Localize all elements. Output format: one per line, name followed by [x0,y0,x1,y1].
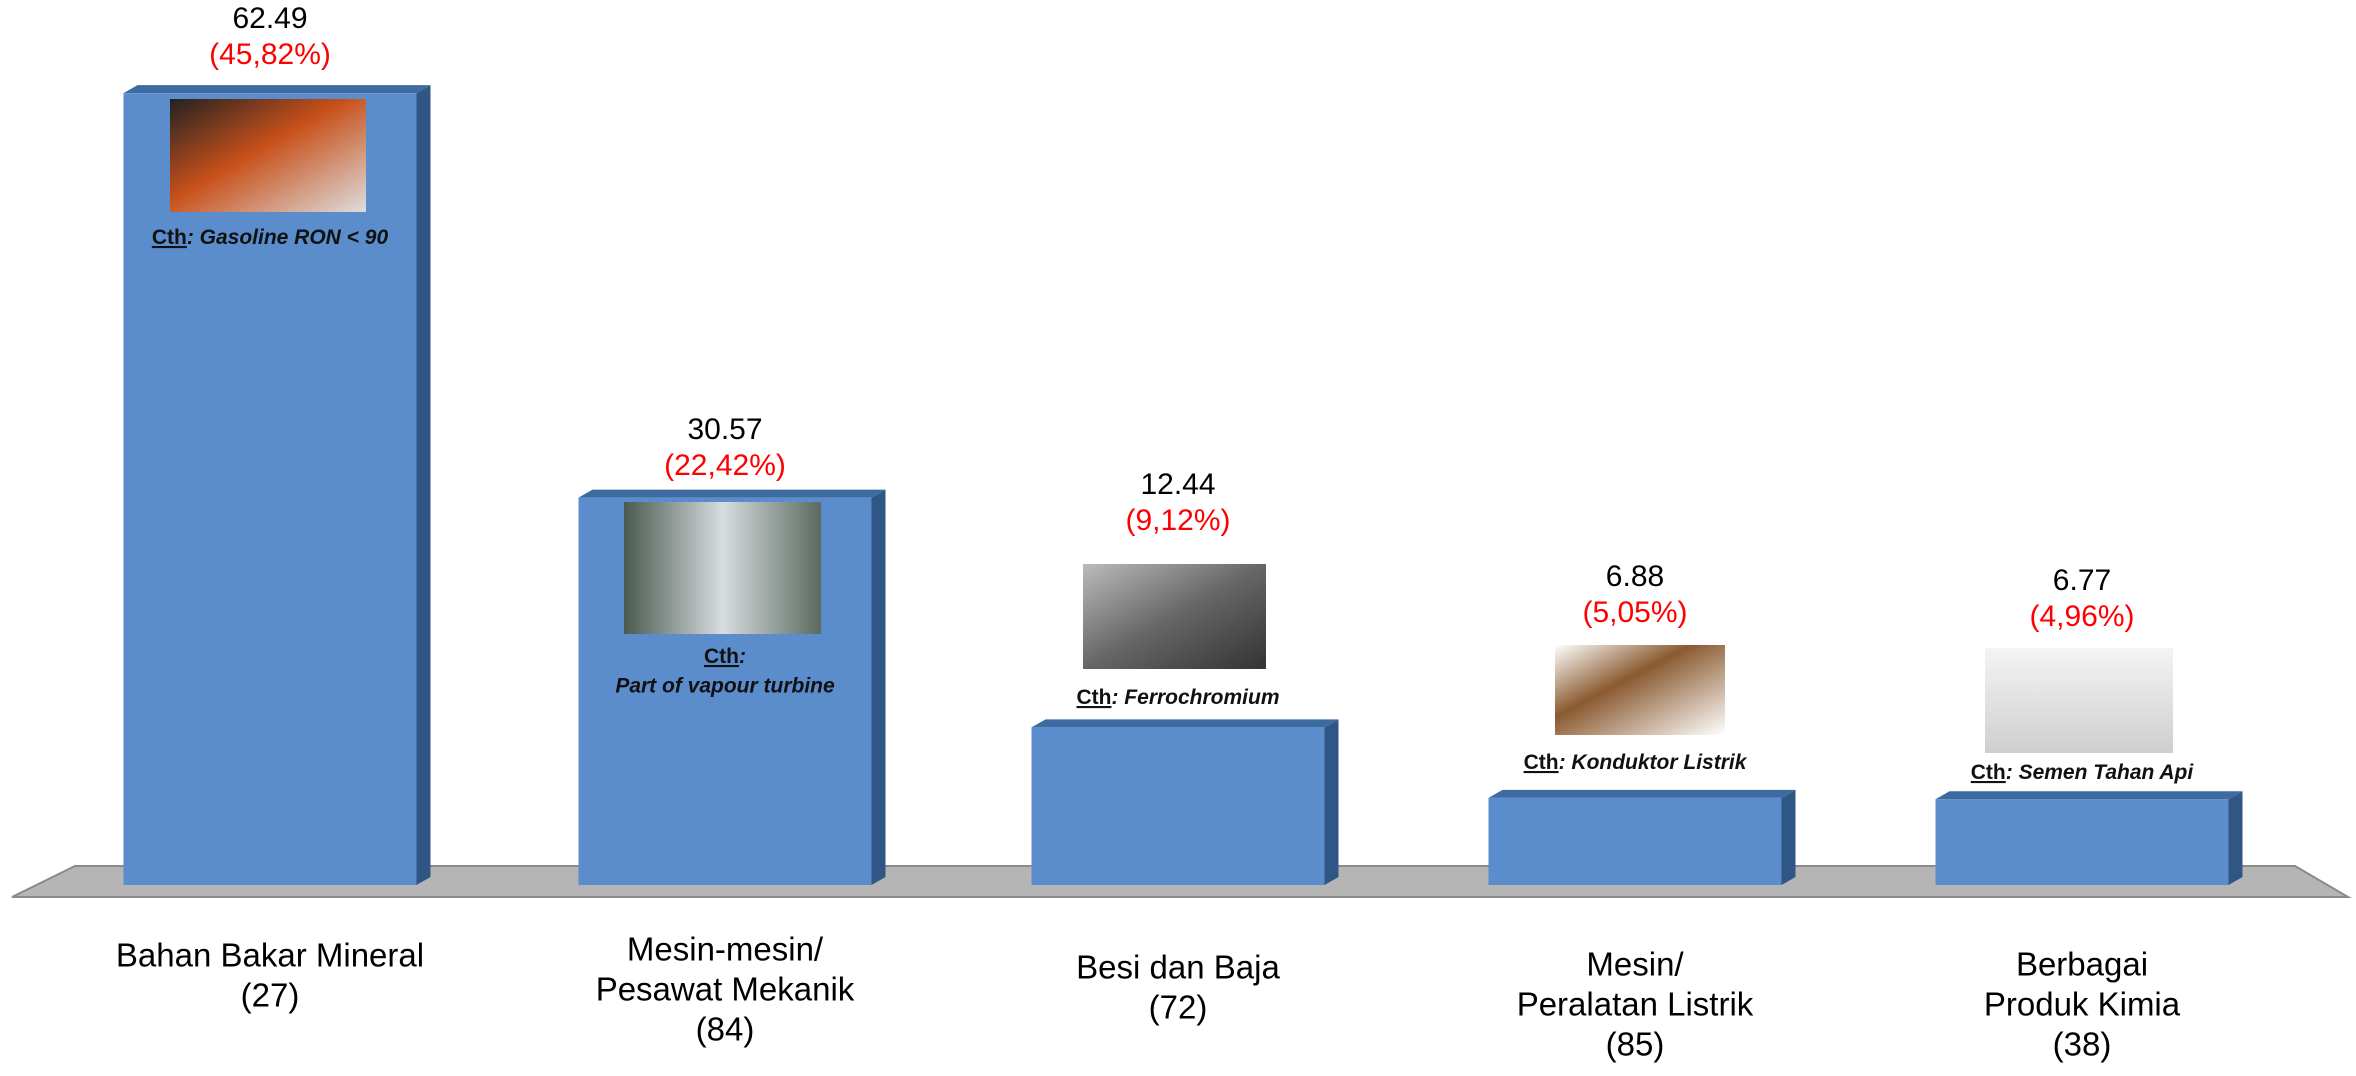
bar [1032,727,1325,885]
example-photo [1083,564,1266,669]
chart: 62.49(45,82%)Cth: Gasoline RON < 90Bahan… [0,0,2356,1076]
x-tick-label: (72) [1149,989,1208,1026]
example-text: : [739,645,746,668]
bar [1936,799,2229,885]
bar-side [1782,790,1796,885]
share-label: (5,05%) [1582,596,1687,629]
example-annotation: Cth: Konduktor Listrik [1524,751,1748,774]
share-label: (22,42%) [664,449,786,482]
example-annotation: Cth: Gasoline RON < 90 [152,226,389,249]
bar-side [417,85,431,885]
value-label: 6.77 [2053,564,2111,597]
x-tick-label: Produk Kimia [1984,986,2181,1023]
example-text: : Konduktor Listrik [1559,751,1748,774]
example-lead: Cth [1971,761,2006,784]
share-label: (9,12%) [1125,504,1230,537]
x-tick-label: (84) [696,1011,755,1048]
bar-top [1936,791,2243,799]
x-tick-label: Mesin/ [1586,946,1684,983]
value-label: 12.44 [1140,468,1215,501]
example-text: : Gasoline RON < 90 [187,226,389,249]
bar-side [2229,791,2243,885]
bar-side [872,490,886,885]
example-photo [170,99,366,212]
x-tick-label: (27) [241,977,300,1014]
bar-top [124,85,431,93]
x-tick-label: Pesawat Mekanik [596,971,855,1008]
example-annotation: Cth: Semen Tahan Api [1971,761,2195,784]
share-label: (4,96%) [2029,600,2134,633]
example-text: : Semen Tahan Api [2006,761,2195,784]
example-annotation: Cth: [704,645,746,668]
example-text: : Ferrochromium [1111,686,1279,709]
value-label: 62.49 [232,2,307,35]
bar-top [1489,790,1796,798]
share-label: (45,82%) [209,38,331,71]
x-tick-label: Peralatan Listrik [1517,986,1754,1023]
value-label: 30.57 [687,413,762,446]
bar-top [579,490,886,498]
example-photo [1555,645,1725,735]
x-tick-label: Besi dan Baja [1076,949,1280,986]
x-tick-label: (38) [2053,1026,2112,1063]
example-photo [624,502,821,634]
example-annotation-line2: Part of vapour turbine [615,675,835,698]
example-lead: Cth [152,226,187,249]
x-tick-label: Bahan Bakar Mineral [116,937,424,974]
bar [1489,798,1782,885]
x-tick-label: Berbagai [2016,946,2148,983]
bar-side [1325,719,1339,885]
x-tick-label: Mesin-mesin/ [627,931,824,968]
example-lead: Cth [1524,751,1559,774]
x-tick-label: (85) [1606,1026,1665,1063]
bar-top [1032,719,1339,727]
example-lead: Cth [1076,686,1111,709]
example-lead: Cth [704,645,739,668]
example-photo [1985,648,2173,753]
value-label: 6.88 [1606,560,1664,593]
example-annotation: Cth: Ferrochromium [1076,686,1279,709]
